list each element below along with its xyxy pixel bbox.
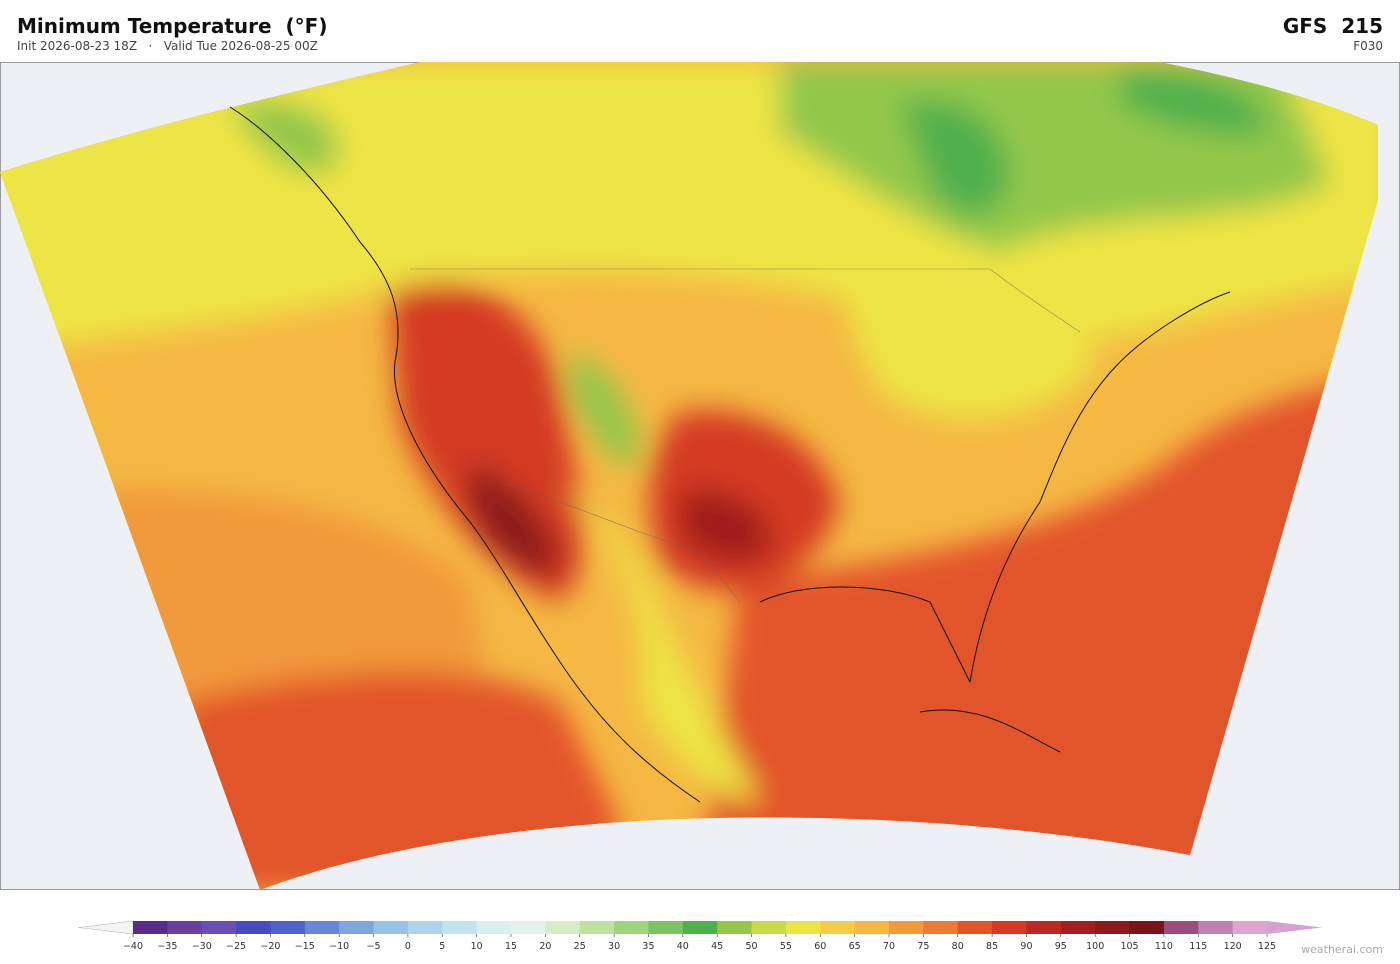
colorbar-swatch bbox=[1232, 921, 1268, 934]
colorbar-swatch bbox=[648, 921, 684, 934]
borders bbox=[410, 268, 1081, 603]
colorbar-swatch bbox=[992, 921, 1027, 934]
tick-label: −25 bbox=[226, 941, 246, 952]
tick-label: 105 bbox=[1120, 941, 1138, 952]
tick-label: 60 bbox=[814, 941, 826, 952]
tick-label: 35 bbox=[642, 941, 654, 952]
forecast-hour: F030 bbox=[1353, 39, 1383, 53]
colorbar-swatch bbox=[270, 921, 306, 934]
tick-label: −35 bbox=[157, 941, 177, 952]
colorbar-swatch bbox=[201, 921, 237, 934]
tick-label: 110 bbox=[1155, 941, 1173, 952]
tick-label: −5 bbox=[367, 941, 381, 952]
colorbar-swatch bbox=[1129, 921, 1165, 934]
tick-label: 30 bbox=[608, 941, 620, 952]
colorbar-swatch bbox=[889, 921, 924, 934]
tick-label: 90 bbox=[1020, 941, 1032, 952]
colorbar-swatch bbox=[957, 921, 993, 934]
title: Minimum Temperature (°F) bbox=[17, 14, 328, 38]
tick-label: 75 bbox=[917, 941, 929, 952]
tick-label: 125 bbox=[1258, 941, 1276, 952]
colorbar-swatch bbox=[1095, 921, 1131, 934]
colorbar-swatch bbox=[751, 921, 787, 934]
tick-label: 20 bbox=[539, 941, 551, 952]
colorbar-swatch bbox=[820, 921, 856, 934]
colorbar-swatch bbox=[1026, 921, 1062, 934]
colorbar-swatch bbox=[442, 921, 478, 934]
colorbar-swatch bbox=[717, 921, 753, 934]
colorbar-swatch bbox=[511, 921, 546, 934]
colorbar-swatch bbox=[923, 921, 959, 934]
tick-label: −20 bbox=[260, 941, 280, 952]
tick-label: 45 bbox=[711, 941, 723, 952]
tick-label: 15 bbox=[505, 941, 517, 952]
temperature-field bbox=[0, 62, 1378, 890]
tick-label: −10 bbox=[329, 941, 349, 952]
colorbar-swatch bbox=[407, 921, 443, 934]
colorbar-swatch bbox=[682, 921, 718, 934]
tick-label: 65 bbox=[849, 941, 861, 952]
tick-label: −30 bbox=[192, 941, 212, 952]
tick-label: 25 bbox=[574, 941, 586, 952]
colorbar-swatch bbox=[167, 921, 203, 934]
map bbox=[0, 62, 1400, 890]
colorbar-swatch bbox=[133, 921, 168, 934]
tick-label: 115 bbox=[1189, 941, 1207, 952]
tick-label: 95 bbox=[1055, 941, 1067, 952]
coastlines bbox=[229, 106, 1231, 803]
colorbar-swatch bbox=[373, 921, 409, 934]
subtitle: Init 2026-08-23 18Z · Valid Tue 2026-08-… bbox=[17, 39, 318, 53]
colorbar-swatch bbox=[785, 921, 821, 934]
colorbar-swatch bbox=[579, 921, 615, 934]
colorbar-swatch bbox=[339, 921, 375, 934]
colorbar-swatch bbox=[545, 921, 581, 934]
colorbar-over bbox=[1267, 921, 1322, 934]
colorbar-swatch bbox=[1060, 921, 1096, 934]
colorbar-under bbox=[77, 920, 134, 935]
tick-label: 120 bbox=[1224, 941, 1242, 952]
colorbar-swatch bbox=[476, 921, 512, 934]
model-label: GFS 215 bbox=[1282, 14, 1383, 38]
tick-label: 100 bbox=[1086, 941, 1104, 952]
tick-label: 55 bbox=[780, 941, 792, 952]
colorbar-swatch bbox=[236, 921, 271, 934]
tick-label: 85 bbox=[986, 941, 998, 952]
tick-label: 70 bbox=[883, 941, 895, 952]
tick-label: −15 bbox=[295, 941, 315, 952]
colorbar-swatch bbox=[854, 921, 890, 934]
colorbar-swatch bbox=[1163, 921, 1199, 934]
tick-label: 80 bbox=[952, 941, 964, 952]
colorbar-swatch bbox=[614, 921, 649, 934]
tick-label: 50 bbox=[745, 941, 757, 952]
watermark: weatherai.com bbox=[1301, 943, 1383, 956]
colorbar-swatch bbox=[304, 921, 340, 934]
tick-label: 40 bbox=[677, 941, 689, 952]
tick-label: 5 bbox=[439, 941, 445, 952]
colorbar-swatch bbox=[1198, 921, 1234, 934]
colorbar: −40 −35 −30 −25 −20 −15 −10 −5 0 5 10 15 20 25 30 35 40 4… bbox=[77, 920, 1322, 952]
tick-label: 0 bbox=[405, 941, 411, 952]
tick-label: −40 bbox=[123, 941, 143, 952]
tick-label: 10 bbox=[471, 941, 483, 952]
